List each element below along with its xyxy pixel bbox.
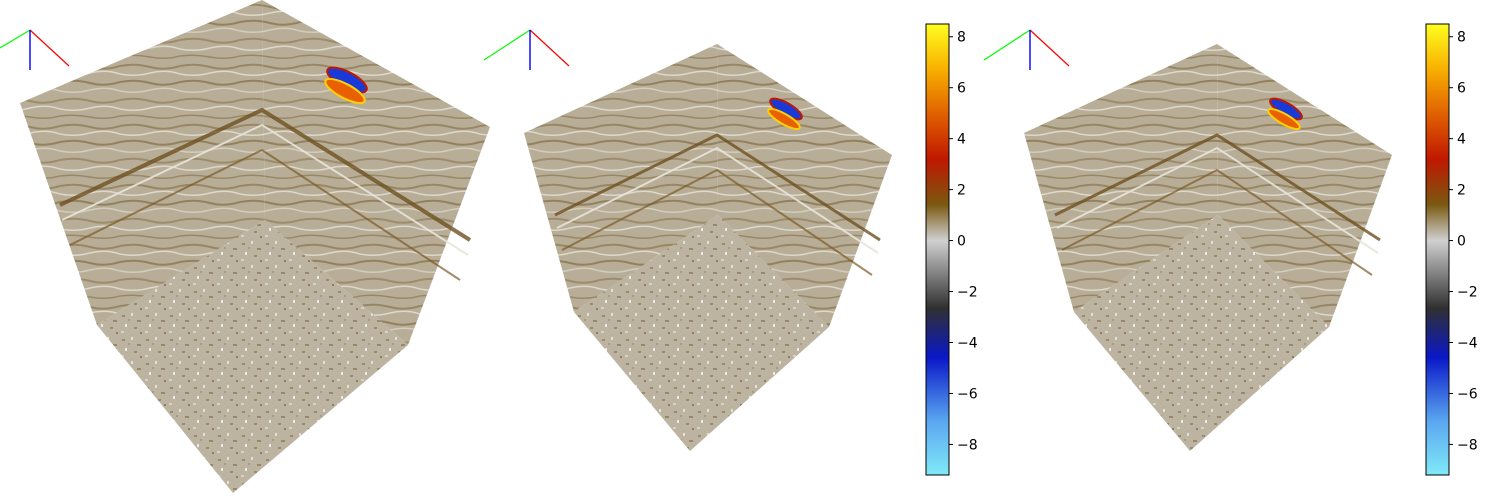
- colorbar-tick-label: −6: [957, 386, 978, 402]
- colorbar-tick-label: 6: [1457, 81, 1466, 97]
- x-axis-indicator: [1029, 29, 1070, 67]
- cube-1-right-face: [262, 0, 490, 345]
- colorbar-1: 8 6 4 2 0 −2 −4 −6 −8: [925, 23, 978, 476]
- cube-3-axes-triad: [983, 29, 1070, 70]
- seismic-cube-3: [983, 29, 1392, 451]
- cube-3-anomaly: [1267, 97, 1303, 130]
- x-axis-indicator: [529, 29, 570, 67]
- colorbar-tick-label: 6: [957, 81, 966, 97]
- x-axis-indicator: [29, 29, 70, 67]
- cube-1-left-face: [20, 0, 265, 325]
- colorbar-tick-label: −2: [1457, 285, 1478, 301]
- seismic-cube-2: [483, 29, 892, 451]
- colorbar-1-gradient: [925, 23, 950, 476]
- colorbar-tick-label: −4: [957, 336, 978, 352]
- y-axis-indicator: [0, 29, 31, 49]
- seismic-cube-1: [0, 0, 490, 493]
- y-axis-indicator: [483, 29, 531, 61]
- colorbar-tick-label: −8: [1457, 437, 1478, 453]
- colorbar-tick-label: −2: [957, 285, 978, 301]
- colorbar-2-gradient: [1425, 23, 1450, 476]
- colorbar-tick-label: 4: [1457, 132, 1466, 148]
- colorbar-tick-label: 8: [957, 30, 966, 46]
- colorbar-tick-label: 0: [957, 234, 966, 250]
- colorbar-tick-label: −4: [1457, 336, 1478, 352]
- cube-3-right-face: [1217, 44, 1392, 327]
- colorbar-tick-label: 0: [1457, 234, 1466, 250]
- cube-2-right-face: [717, 44, 892, 327]
- cube-2-bottom-face: [574, 215, 829, 451]
- y-axis-indicator: [983, 29, 1031, 61]
- colorbar-tick-label: 4: [957, 132, 966, 148]
- cube-1-anomaly: [324, 66, 368, 105]
- colorbar-tick-label: 8: [1457, 30, 1466, 46]
- colorbar-tick-label: 2: [957, 183, 966, 199]
- colorbar-2: 8 6 4 2 0 −2 −4 −6 −8: [1425, 23, 1478, 476]
- colorbar-tick-label: −6: [1457, 386, 1478, 402]
- colorbar-tick-label: 2: [1457, 183, 1466, 199]
- cube-3-bottom-face: [1074, 215, 1329, 451]
- colorbar-tick-label: −8: [957, 437, 978, 453]
- cube-2-axes-triad: [483, 29, 570, 70]
- cube-2-anomaly: [767, 97, 803, 130]
- cube-1-axes-triad: [0, 29, 70, 70]
- cube-1-bottom-face: [97, 220, 408, 493]
